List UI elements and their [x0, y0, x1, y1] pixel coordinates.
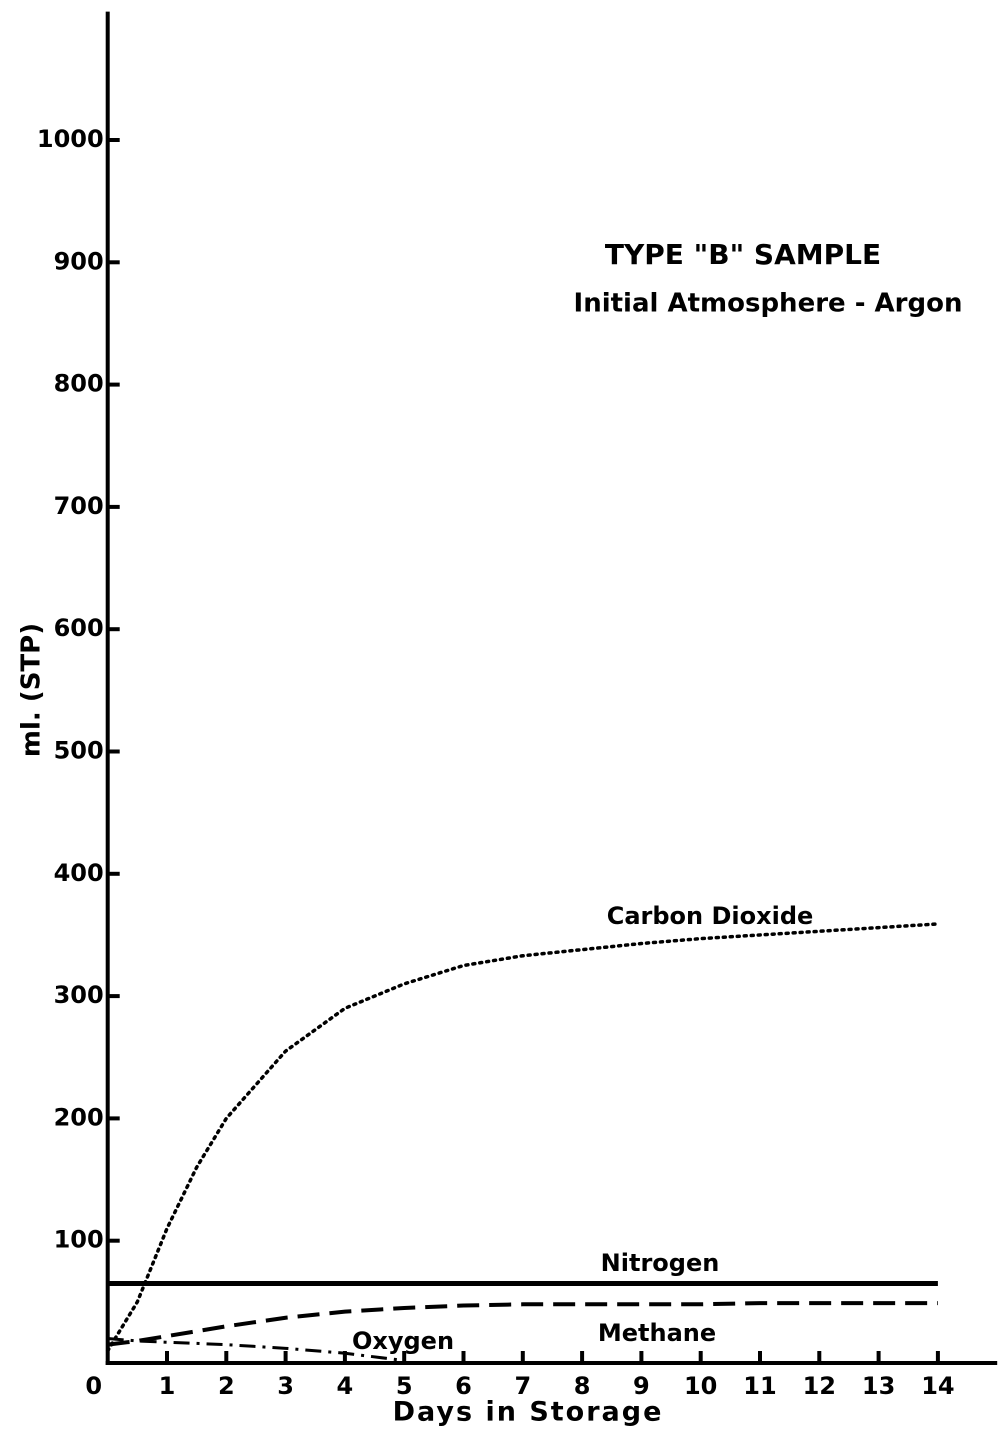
y-tick-label: 1000: [37, 125, 104, 153]
series-line: [105, 922, 940, 1353]
x-tick-label: 12: [803, 1372, 836, 1400]
y-tick-label: 700: [54, 492, 104, 520]
x-tick-label: 13: [862, 1372, 895, 1400]
x-tick-label: 2: [218, 1372, 235, 1400]
y-tick-label: 300: [54, 981, 104, 1009]
x-tick-label: 8: [574, 1372, 591, 1400]
series-label: Nitrogen: [601, 1249, 720, 1277]
series-label: Oxygen: [352, 1327, 454, 1355]
x-tick-label: 0: [85, 1372, 102, 1400]
series-line: [107, 1301, 938, 1347]
x-tick-label: 14: [921, 1372, 954, 1400]
x-tick-label: 9: [633, 1372, 650, 1400]
x-tick-label: 11: [743, 1372, 776, 1400]
y-tick-label: 900: [54, 247, 104, 275]
y-axis-label: ml. (STP): [17, 623, 47, 757]
x-tick-label: 10: [684, 1372, 717, 1400]
y-tick-label: 100: [54, 1226, 104, 1254]
x-tick-label: 6: [455, 1372, 472, 1400]
y-tick-label: 200: [54, 1103, 104, 1131]
x-tick-label: 4: [337, 1372, 354, 1400]
series-label: Methane: [598, 1319, 716, 1347]
series-line: [107, 1337, 405, 1363]
x-tick-label: 5: [396, 1372, 413, 1400]
y-tick-label: 600: [54, 614, 104, 642]
x-tick-label: 1: [159, 1372, 176, 1400]
chart-title: TYPE "B" SAMPLE: [605, 238, 881, 271]
x-tick-label: 3: [277, 1372, 294, 1400]
chart-subtitle: Initial Atmosphere - Argon: [574, 289, 963, 319]
x-tick-label: 7: [514, 1372, 531, 1400]
series-label: Carbon Dioxide: [607, 902, 814, 930]
y-tick-label: 800: [54, 370, 104, 398]
y-tick-label: 500: [54, 737, 104, 765]
x-axis-label: Days in Storage: [393, 1397, 664, 1428]
y-tick-label: 400: [54, 859, 104, 887]
